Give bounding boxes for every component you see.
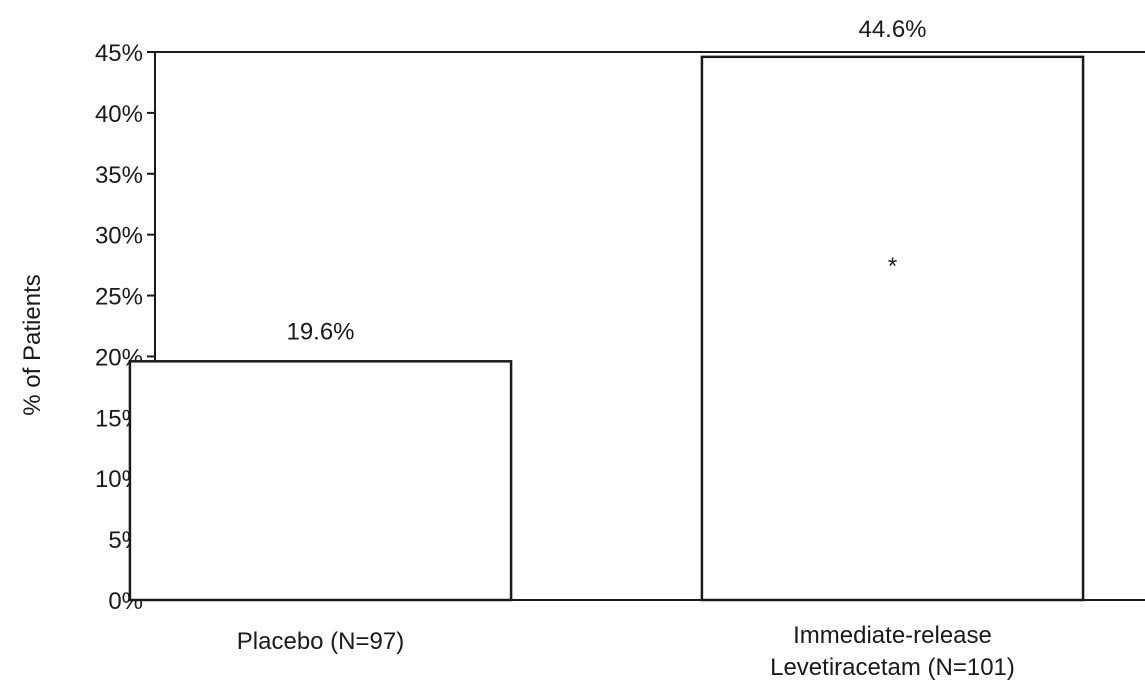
significance-annotation: * bbox=[888, 253, 897, 280]
x-tick-label: Immediate-release bbox=[793, 622, 992, 649]
y-tick-label: 35% bbox=[95, 162, 143, 189]
y-tick-label: 30% bbox=[95, 223, 143, 250]
bar bbox=[700, 55, 1085, 602]
x-tick-label: Levetiracetam (N=101) bbox=[770, 654, 1015, 681]
bar-value-label: 19.6% bbox=[286, 318, 354, 345]
y-tick-label: 45% bbox=[95, 40, 143, 67]
labels: 19.6% Placebo (N=97) 44.6% Immediate-releas… bbox=[237, 16, 1015, 681]
x-tick-label: Placebo (N=97) bbox=[237, 628, 404, 655]
bar-value-label: 44.6% bbox=[858, 16, 926, 43]
bars bbox=[128, 55, 1085, 602]
bar bbox=[128, 360, 513, 602]
y-tick-label: 25% bbox=[95, 284, 143, 311]
y-tick-label: 40% bbox=[95, 101, 143, 128]
y-axis-label: % of Patients bbox=[19, 274, 46, 415]
